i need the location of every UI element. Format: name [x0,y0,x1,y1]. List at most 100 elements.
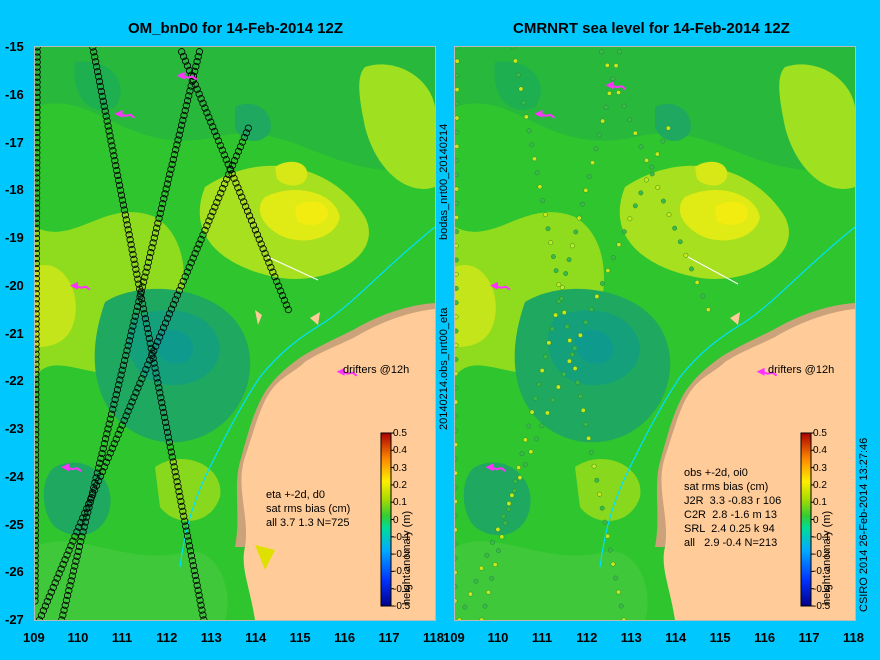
track-marker [159,324,168,332]
track-marker [259,245,267,253]
y-tick-label: -17 [5,134,24,150]
track-marker [226,165,234,173]
track-marker [196,596,204,604]
track-marker [183,97,192,105]
track-marker [85,500,93,508]
observation-dot [526,128,532,134]
track-marker [209,208,217,216]
colorbar-tick-label: 0.1 [393,497,407,509]
track-marker [94,477,103,485]
track-marker [95,77,104,86]
track-marker [98,92,106,100]
track-marker [242,129,250,137]
x-tick-label: 113 [620,630,642,645]
colorbar-tick-label: 0.2 [813,479,827,491]
observation-dot [583,421,589,427]
observation-dot [521,100,527,106]
track-marker [136,293,144,301]
observation-dot [566,358,572,364]
track-marker [66,582,74,590]
track-marker [198,606,206,614]
track-marker [35,416,40,424]
colorbar-tick-label: 0.5 [813,428,827,439]
track-marker [124,342,132,350]
track-marker [35,587,39,595]
track-marker [35,269,40,278]
track-marker [35,486,40,494]
track-marker [224,160,232,168]
observation-dot [613,575,619,581]
track-marker [257,240,265,248]
track-marker [35,123,41,132]
track-marker [142,365,150,374]
colorbar-tick-label: -0.5 [393,601,411,612]
track-marker [35,134,41,142]
track-marker [220,151,228,159]
x-tick-label: 118 [423,630,444,645]
track-marker [35,103,41,112]
track-marker [191,80,199,89]
observation-dot [509,492,515,498]
track-marker [130,393,138,401]
observation-dot [478,565,484,571]
observation-dot [577,332,583,338]
track-marker [125,337,133,345]
left-stats-line-3: all 3.7 1.3 N=725 [266,517,350,529]
colorbar-tick-label: 0.1 [813,497,827,509]
track-marker [195,48,204,56]
observation-dot [489,575,495,581]
track-marker [100,440,109,448]
track-marker [109,147,117,155]
track-marker [35,58,41,66]
colorbar-tick-label: -0.2 [813,549,831,561]
observation-dot [489,539,495,545]
track-marker [144,258,152,267]
track-marker [72,557,80,565]
track-marker [141,315,150,323]
track-marker [203,222,211,230]
track-marker [65,546,73,555]
track-marker [158,399,166,407]
track-marker [35,88,41,96]
observation-dot [550,397,556,403]
x-tick-label: 118 [843,630,864,645]
observation-dot [473,578,479,584]
track-marker [170,463,178,471]
track-marker [35,199,41,207]
track-marker [135,297,143,306]
track-marker [35,164,41,172]
track-marker [117,371,125,379]
track-marker [185,542,194,550]
observation-dot [672,225,678,231]
track-marker [162,423,171,431]
track-marker [104,425,112,433]
track-marker [161,418,170,427]
side-label-top: bodas_nrt00_20140214 [438,123,450,240]
track-marker [35,330,40,338]
track-marker [190,567,198,575]
track-marker [35,73,41,81]
observation-dot [605,533,611,539]
track-marker [155,214,163,222]
track-marker [100,102,108,110]
track-marker [244,207,252,215]
track-marker [149,239,157,247]
track-marker [35,295,40,303]
left-stats-line-1: eta +-2d, d0 [266,489,326,501]
track-marker [261,249,269,257]
track-marker [199,99,207,107]
x-tick-label: 117 [378,630,400,645]
y-tick-label: -15 [5,39,24,54]
track-marker [211,203,219,211]
observation-dot [496,548,501,554]
track-marker [89,491,97,499]
track-marker [130,317,138,325]
track-marker [35,224,41,232]
track-marker [99,444,107,453]
right-plot-title: CMRNRT sea level for 14-Feb-2014 12Z [513,20,790,37]
track-marker [35,400,40,409]
track-marker [93,63,101,71]
track-marker [242,202,250,211]
observation-dot [548,240,554,246]
track-marker [214,137,223,145]
